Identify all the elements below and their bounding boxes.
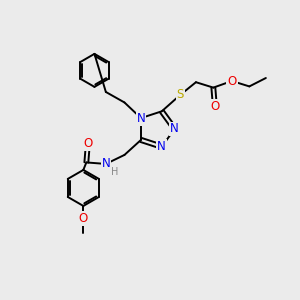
Text: H: H bbox=[111, 167, 118, 177]
Text: N: N bbox=[158, 140, 166, 153]
Text: N: N bbox=[170, 122, 179, 136]
Text: O: O bbox=[227, 74, 237, 88]
Text: N: N bbox=[101, 158, 110, 170]
Text: O: O bbox=[79, 212, 88, 225]
Text: N: N bbox=[136, 112, 145, 124]
Text: S: S bbox=[177, 88, 184, 101]
Text: O: O bbox=[83, 137, 92, 150]
Text: O: O bbox=[210, 100, 220, 113]
